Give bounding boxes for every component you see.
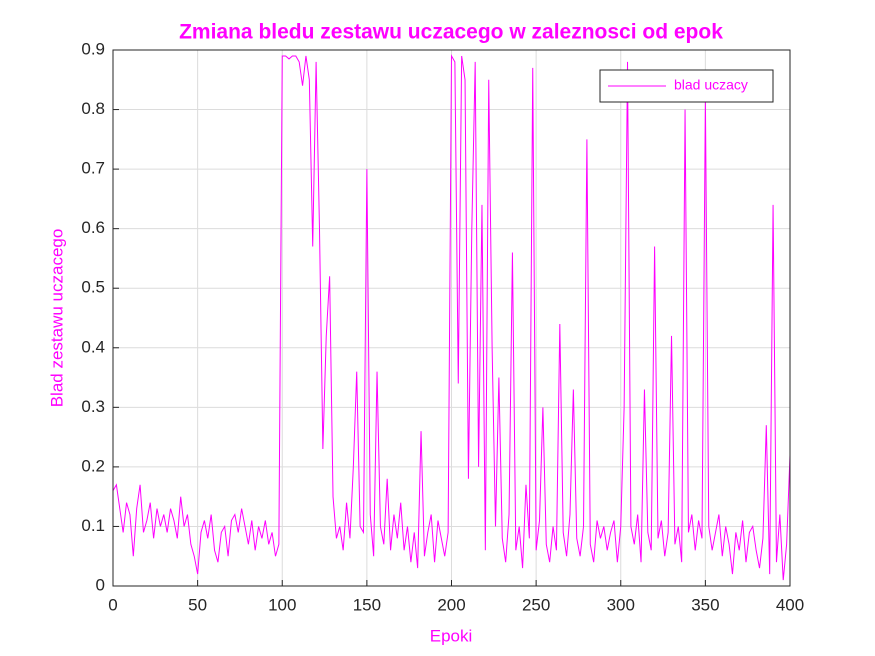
data-line (112, 54, 791, 581)
legend: blad uczacy (599, 69, 774, 103)
y-axis-label: Blad zestawu uczacego (47, 229, 66, 408)
x-tick-label: 400 (776, 595, 804, 614)
y-tick-label: 0.3 (81, 397, 105, 416)
x-tick-label: 0 (108, 595, 117, 614)
x-tick-label: 300 (607, 595, 635, 614)
x-tick-label: 150 (353, 595, 381, 614)
y-tick-label: 0.8 (81, 99, 105, 118)
y-tick-label: 0.7 (81, 159, 105, 178)
legend-label: blad uczacy (674, 77, 748, 93)
y-tick-label: 0.4 (81, 337, 105, 356)
y-tick-label: 0.1 (81, 516, 105, 535)
chart-title: Zmiana bledu zestawu uczacego w zaleznos… (179, 21, 723, 44)
x-tick-label: 100 (268, 595, 296, 614)
y-tick-label: 0 (96, 575, 105, 594)
x-axis-label: Epoki (430, 626, 473, 645)
y-tick-label: 0.6 (81, 218, 105, 237)
x-tick-label: 350 (691, 595, 719, 614)
x-tick-label: 250 (522, 595, 550, 614)
x-tick-label: 200 (437, 595, 465, 614)
plot-lines (112, 54, 791, 581)
y-tick-label: 0.2 (81, 456, 105, 475)
x-tick-label: 50 (188, 595, 207, 614)
y-tick-label: 0.9 (81, 39, 105, 58)
y-tick-label: 0.5 (81, 278, 105, 297)
